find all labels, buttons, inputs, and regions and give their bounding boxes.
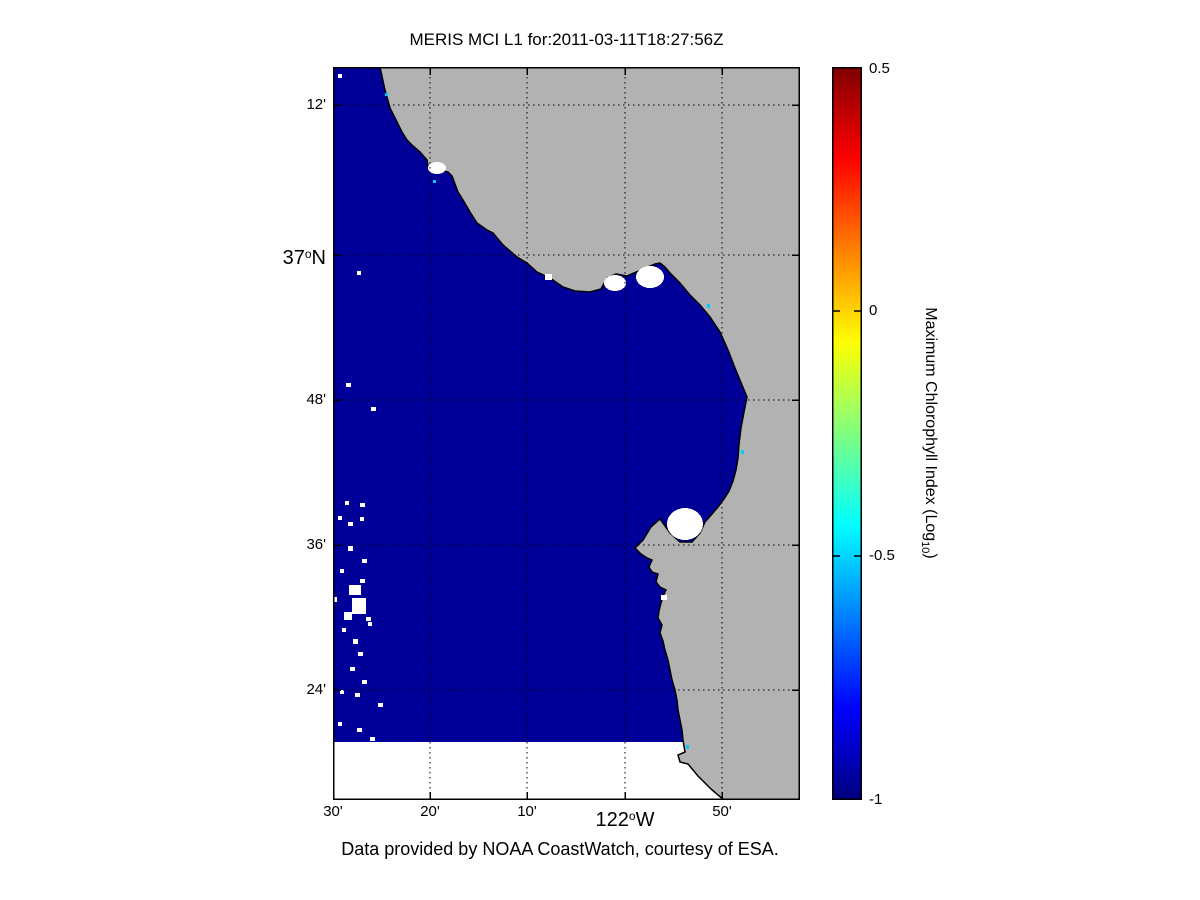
cloud-pixel bbox=[368, 622, 372, 626]
cloud-pixel bbox=[371, 407, 376, 411]
lat-label-12min: 12' bbox=[306, 96, 326, 113]
colorbar-label-0p5: 0.5 bbox=[869, 60, 890, 77]
cloud-pixel bbox=[345, 501, 349, 505]
cloud-patch bbox=[545, 274, 552, 280]
lat-label-36min: 36' bbox=[306, 536, 326, 553]
cloud-pixel bbox=[338, 516, 342, 520]
cloud-pixel bbox=[340, 569, 344, 573]
colorbar-label-neg0p5: -0.5 bbox=[869, 547, 895, 564]
land-coastline bbox=[379, 67, 800, 800]
cloud-patch bbox=[636, 266, 664, 288]
cloud-pixel bbox=[342, 628, 346, 632]
lat-label-37N: 37oN bbox=[282, 247, 326, 269]
cloud-pixel bbox=[338, 722, 342, 726]
coastal-pixel bbox=[741, 450, 744, 454]
cloud-pixel bbox=[362, 680, 367, 684]
cloud-pixel bbox=[352, 598, 366, 614]
coastal-pixel bbox=[433, 180, 436, 183]
coastal-pixels bbox=[385, 93, 744, 749]
colorbar-label-neg1: -1 bbox=[869, 791, 883, 808]
coastal-pixel bbox=[707, 304, 710, 308]
cloud-patch bbox=[604, 275, 626, 291]
coastal-pixel bbox=[385, 93, 388, 96]
colorbar-title: Maximum Chlorophyll Index (Log10) bbox=[919, 307, 939, 559]
colorbar-gradient bbox=[832, 67, 862, 800]
lon-label-30min: 30' bbox=[323, 803, 343, 820]
cloud-pixel bbox=[360, 517, 364, 521]
cloud-pixel bbox=[357, 728, 362, 732]
cloud-patch bbox=[428, 162, 446, 174]
cloud-pixel bbox=[344, 612, 352, 620]
cloud-pixel bbox=[378, 703, 383, 707]
cloud-pixel bbox=[348, 546, 353, 551]
cloud-pixel bbox=[353, 639, 358, 644]
lon-label-10min: 10' bbox=[517, 803, 537, 820]
lat-label-48min: 48' bbox=[306, 391, 326, 408]
cloud-pixel bbox=[340, 690, 344, 694]
cloud-pixel bbox=[362, 559, 367, 563]
degree-symbol: o bbox=[628, 809, 636, 823]
cloud-pixel bbox=[338, 74, 342, 78]
log-subscript: 10 bbox=[919, 541, 931, 554]
axis-ticks bbox=[334, 68, 799, 799]
cloud-pixel bbox=[366, 617, 371, 621]
cloud-pixel bbox=[348, 522, 353, 526]
cloud-pixel bbox=[370, 737, 375, 741]
lon-label-50min: 50' bbox=[712, 803, 732, 820]
cloud-pixel bbox=[350, 667, 355, 671]
map-plot bbox=[333, 67, 800, 800]
lat-label-24min: 24' bbox=[306, 681, 326, 698]
cloud-pixel bbox=[333, 597, 337, 602]
cloud-patch bbox=[661, 595, 667, 600]
cloud-pixel bbox=[360, 503, 365, 507]
colorbar-label-0: 0 bbox=[869, 302, 878, 319]
cloud-pixel bbox=[357, 271, 361, 275]
lon-label-122W: 122oW bbox=[595, 809, 655, 831]
colorbar bbox=[832, 67, 862, 800]
colorbar-border bbox=[832, 67, 862, 800]
degree-symbol: o bbox=[304, 247, 312, 261]
cloud-patch bbox=[667, 508, 703, 540]
cloud-patches bbox=[333, 74, 703, 741]
caption: Data provided by NOAA CoastWatch, courte… bbox=[341, 839, 779, 859]
coastal-pixel bbox=[686, 745, 689, 749]
cloud-pixel bbox=[360, 579, 365, 583]
cloud-pixel bbox=[346, 383, 351, 387]
plot-border bbox=[333, 67, 800, 800]
cloud-pixel bbox=[355, 693, 360, 697]
plot-title: MERIS MCI L1 for:2011-03-11T18:27:56Z bbox=[409, 30, 724, 49]
cloud-pixel bbox=[358, 652, 363, 656]
lon-label-20min: 20' bbox=[420, 803, 440, 820]
graticule bbox=[333, 67, 800, 800]
cloud-pixel bbox=[349, 585, 361, 595]
